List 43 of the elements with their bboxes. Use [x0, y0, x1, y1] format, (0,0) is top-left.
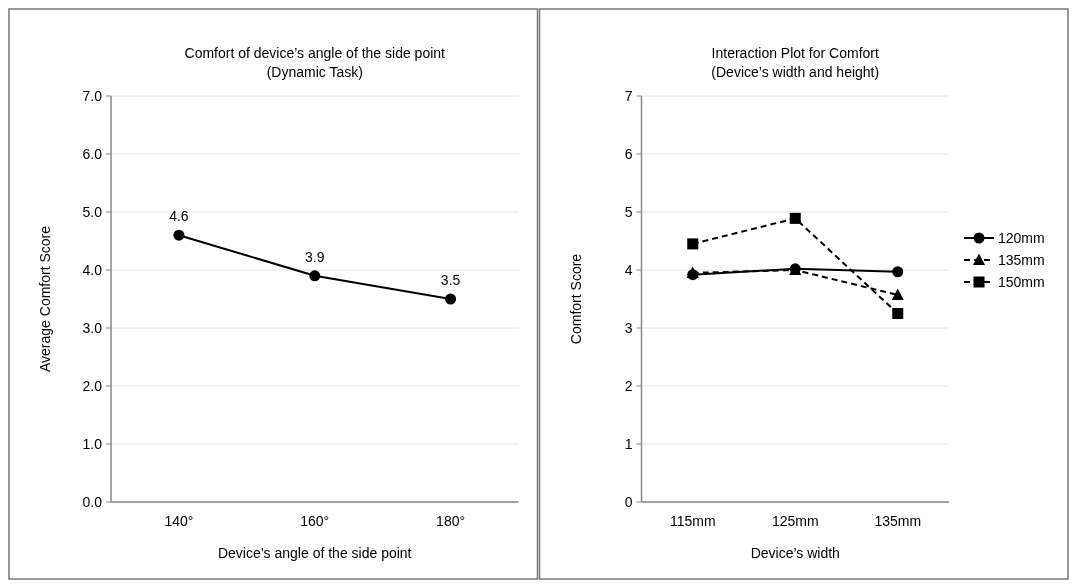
- point: [173, 229, 185, 241]
- x-tick-label: 180°: [436, 513, 466, 529]
- y-tick-label: 3: [624, 319, 633, 336]
- x-axis-title: Device’s angle of the side point: [217, 545, 412, 561]
- y-tick-label: 7: [624, 87, 633, 104]
- y-axis-title: Comfort Score: [567, 253, 584, 345]
- x-tick-label: 115mm: [669, 513, 716, 529]
- data-label: 4.6: [169, 208, 189, 225]
- y-tick-label: 6: [624, 145, 633, 162]
- y-axis-title: Average Comfort Score: [37, 225, 53, 373]
- point: [445, 293, 457, 305]
- y-tick-label: 0: [624, 493, 633, 510]
- data-label: 3.5: [440, 272, 461, 288]
- legend-label: 120mm: [998, 229, 1045, 246]
- point: [687, 238, 699, 250]
- y-tick-label: 1: [624, 435, 633, 452]
- x-tick-label: 140°: [164, 513, 194, 529]
- chart-subtitle: (Device’s width and height): [711, 64, 880, 80]
- x-axis-title: Device’s width: [750, 545, 840, 561]
- legend-label: 135mm: [998, 251, 1045, 268]
- point: [789, 212, 801, 224]
- y-tick-label: 5.0: [82, 203, 103, 220]
- x-tick-label: 125mm: [771, 513, 819, 529]
- y-tick-label: 0.0: [82, 493, 103, 510]
- y-tick-label: 6.0: [82, 145, 103, 162]
- x-tick-label: 135mm: [874, 513, 922, 529]
- point: [892, 308, 904, 319]
- y-tick-label: 3.0: [82, 319, 103, 336]
- y-tick-label: 4: [624, 261, 633, 278]
- x-tick-label: 160°: [300, 513, 330, 529]
- y-tick-label: 2: [624, 377, 633, 394]
- data-label: 3.9: [305, 248, 325, 265]
- point: [892, 266, 904, 278]
- y-tick-label: 5: [624, 203, 633, 220]
- point: [309, 270, 321, 282]
- y-tick-label: 1.0: [82, 435, 103, 452]
- y-tick-label: 7.0: [82, 87, 103, 104]
- chart-title: Interaction Plot for Comfort: [711, 45, 879, 61]
- legend-label: 150mm: [998, 273, 1045, 290]
- y-tick-label: 4.0: [82, 261, 103, 278]
- y-tick-label: 2.0: [82, 377, 103, 394]
- chart-subtitle: (Dynamic Task): [266, 64, 363, 80]
- chart-title: Comfort of device’s angle of the side point: [184, 45, 446, 61]
